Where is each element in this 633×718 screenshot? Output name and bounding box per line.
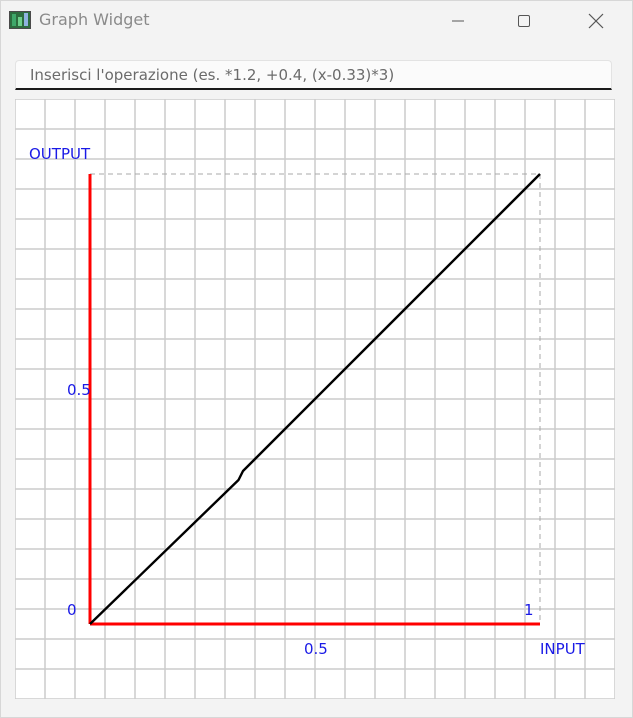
x-axis-title: INPUT: [540, 640, 586, 658]
y-tick-label: 0: [67, 601, 77, 619]
x-tick-label: 1: [524, 601, 534, 619]
x-tick-label: 0.5: [304, 640, 328, 658]
title-bar[interactable]: Graph Widget: [1, 1, 632, 41]
maximize-icon: [518, 15, 530, 27]
minimize-button[interactable]: [435, 1, 481, 41]
close-button[interactable]: [573, 1, 619, 41]
y-axis-title: OUTPUT: [29, 145, 91, 163]
transfer-curve: [89, 173, 541, 625]
y-tick-label: 0.5: [67, 381, 91, 399]
minimize-icon: [452, 20, 464, 22]
close-icon: [588, 13, 604, 29]
window-title: Graph Widget: [39, 10, 150, 29]
maximize-button[interactable]: [501, 1, 547, 41]
operation-input[interactable]: [15, 60, 612, 90]
graph-plot: OUTPUT INPUT 0 0.5 0.5 1: [15, 99, 615, 699]
grid: [15, 99, 615, 699]
graph-canvas[interactable]: OUTPUT INPUT 0 0.5 0.5 1: [15, 99, 615, 699]
app-icon: [9, 11, 31, 29]
